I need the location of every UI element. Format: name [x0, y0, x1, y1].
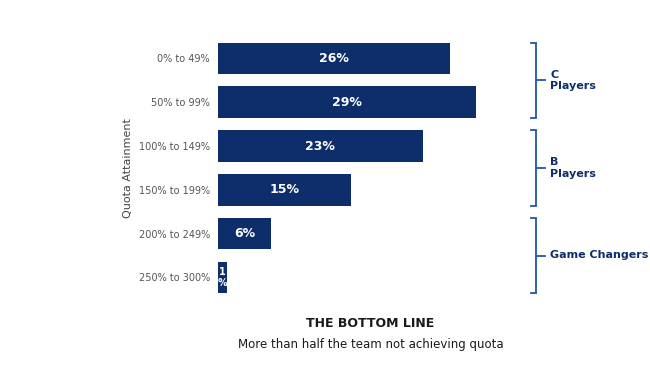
Text: Game Changers: Game Changers [550, 250, 649, 261]
Bar [218, 130, 422, 162]
Bar [218, 43, 450, 74]
Bar [218, 174, 352, 205]
Text: 26%: 26% [318, 52, 348, 65]
Text: Attainment: Attainment [14, 200, 104, 216]
Text: More than half the team not achieving quota: More than half the team not achieving qu… [238, 338, 503, 351]
Y-axis label: Quota Attainment: Quota Attainment [124, 118, 133, 218]
Text: Distribution: Distribution [14, 226, 108, 241]
Text: Retailer: Retailer [14, 120, 76, 135]
Text: THE BOTTOM LINE: THE BOTTOM LINE [306, 316, 435, 330]
Text: B
Players: B Players [550, 157, 596, 179]
Text: 6%: 6% [234, 227, 255, 240]
Text: C
Players: C Players [550, 69, 596, 91]
Text: 23%: 23% [306, 139, 335, 153]
Text: Large Electronics: Large Electronics [14, 95, 152, 110]
Text: Quota: Quota [14, 175, 63, 190]
Text: 15%: 15% [270, 183, 300, 196]
Bar [218, 262, 227, 293]
Text: 29%: 29% [332, 96, 362, 109]
Bar [218, 87, 476, 118]
Bar [218, 218, 271, 249]
Text: 1
%: 1 % [217, 266, 227, 288]
